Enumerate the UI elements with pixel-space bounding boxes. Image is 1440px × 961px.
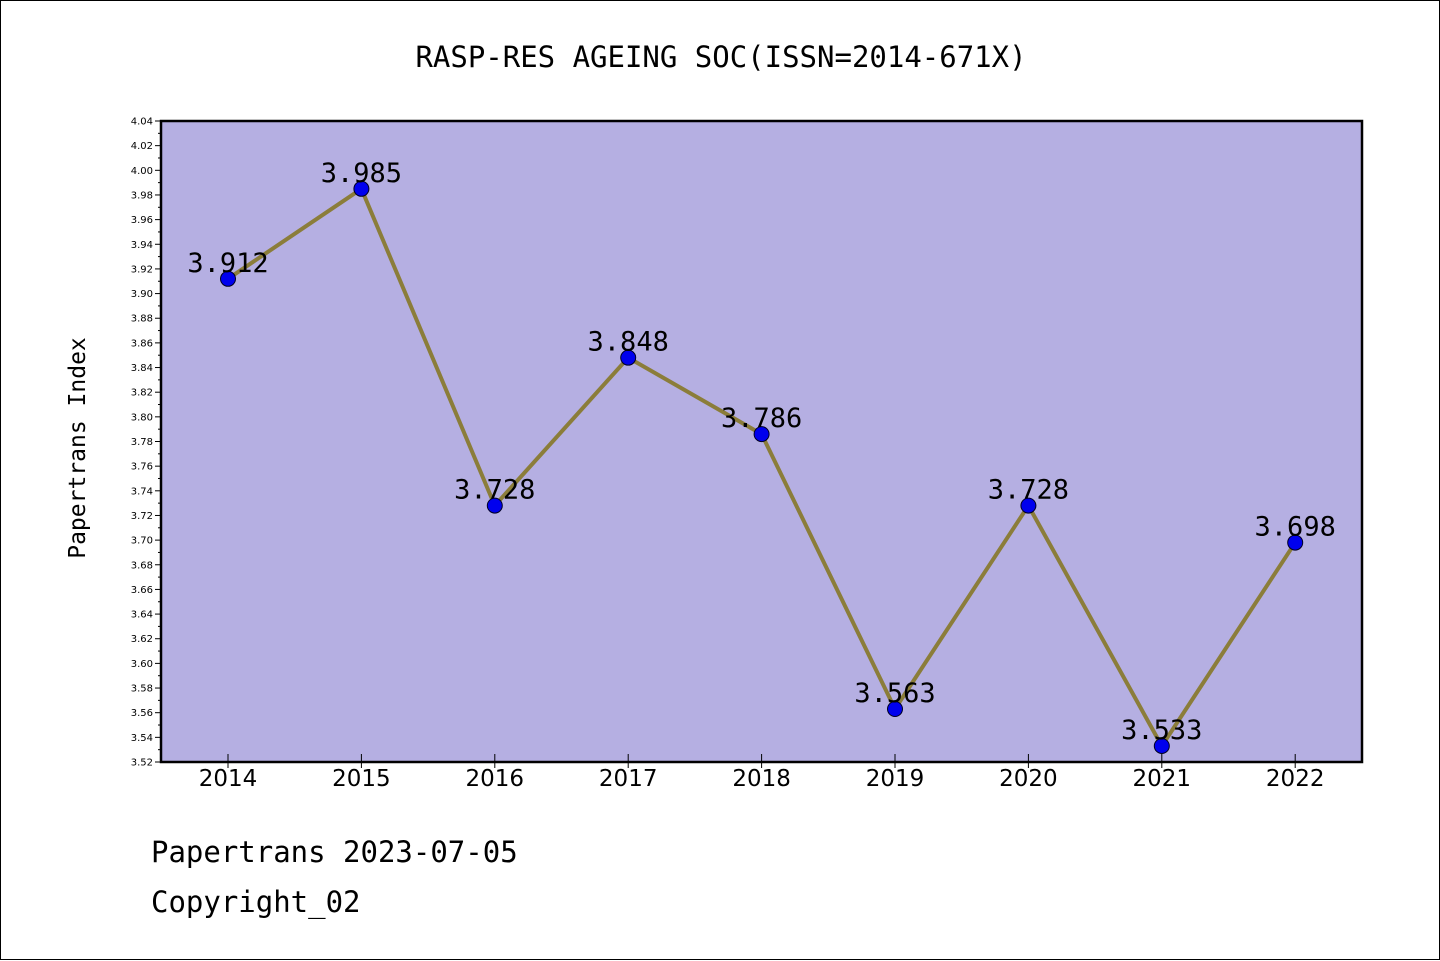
y-tick-label: 4.02 xyxy=(131,141,153,152)
y-tick-label: 3.82 xyxy=(131,388,153,399)
x-tick-label: 2017 xyxy=(599,766,658,792)
data-point xyxy=(1153,737,1170,754)
y-tick-label: 3.60 xyxy=(131,659,153,670)
data-label: 3.985 xyxy=(321,158,402,189)
data-label: 3.912 xyxy=(187,248,268,279)
x-tick-label: 2018 xyxy=(732,766,791,792)
y-tick-label: 3.56 xyxy=(131,708,153,719)
y-axis-label: Papertrans Index xyxy=(65,337,91,559)
data-markers xyxy=(220,180,1304,754)
x-tick-label: 2021 xyxy=(1133,766,1192,792)
y-tick-label: 3.88 xyxy=(131,314,153,325)
data-point xyxy=(887,700,903,717)
y-axis-ticks: 3.52 3.54 3.56 3.58 3.60 3.62 3.64 3.66 3.68 3.70… xyxy=(131,117,161,769)
x-axis-ticks: 2014 2015 2016 2017 2018 2019 2020 2021 2022 xyxy=(199,754,1325,792)
footer-date: Papertrans 2023-07-05 xyxy=(151,835,518,869)
x-tick-label: 2019 xyxy=(866,766,925,792)
y-tick-label: 3.72 xyxy=(131,511,153,522)
y-tick-label: 3.62 xyxy=(131,634,153,645)
y-tick-label: 3.90 xyxy=(131,289,153,300)
y-tick-label: 4.00 xyxy=(131,166,153,177)
data-point xyxy=(620,349,637,366)
y-tick-label: 4.04 xyxy=(131,117,153,128)
x-tick-label: 2014 xyxy=(199,766,258,792)
y-tick-label: 3.94 xyxy=(131,240,153,251)
data-label: 3.563 xyxy=(854,678,935,709)
y-tick-label: 3.68 xyxy=(131,560,153,571)
data-label: 3.728 xyxy=(454,475,535,506)
y-tick-label: 3.80 xyxy=(131,412,153,423)
y-tick-label: 3.70 xyxy=(131,536,153,547)
data-point xyxy=(220,270,236,287)
y-tick-label: 3.64 xyxy=(131,610,153,621)
data-label: 3.848 xyxy=(588,327,669,358)
y-tick-label: 3.52 xyxy=(131,758,153,769)
y-tick-label: 3.78 xyxy=(131,437,153,448)
data-point xyxy=(753,426,770,443)
y-tick-label: 3.92 xyxy=(131,264,153,275)
x-tick-label: 2020 xyxy=(999,766,1058,792)
y-tick-label: 3.76 xyxy=(131,462,153,473)
data-label: 3.533 xyxy=(1121,715,1202,746)
data-point xyxy=(1287,534,1304,551)
data-labels: 3.912 3.985 3.728 3.848 3.786 3.563 3.728 3.533… xyxy=(187,158,1335,746)
data-point xyxy=(486,497,503,514)
y-tick-label: 3.84 xyxy=(131,363,153,374)
x-tick-label: 2022 xyxy=(1266,766,1325,792)
chart-title: RASP-RES AGEING SOC(ISSN=2014-671X) xyxy=(415,40,1026,74)
y-tick-label: 3.96 xyxy=(131,215,153,226)
data-point xyxy=(353,180,370,197)
x-tick-label: 2015 xyxy=(332,766,391,792)
y-tick-label: 3.66 xyxy=(131,585,153,596)
data-label: 3.786 xyxy=(721,403,802,434)
footer-copyright: Copyright_02 xyxy=(151,885,361,919)
data-point xyxy=(1020,497,1037,514)
y-tick-label: 3.74 xyxy=(131,486,153,497)
y-tick-label: 3.58 xyxy=(131,684,153,695)
data-label: 3.698 xyxy=(1255,512,1336,543)
y-tick-label: 3.86 xyxy=(131,338,153,349)
y-tick-label: 3.54 xyxy=(131,733,153,744)
data-label: 3.728 xyxy=(988,475,1069,506)
x-tick-label: 2016 xyxy=(466,766,525,792)
y-tick-label: 3.98 xyxy=(131,190,153,201)
